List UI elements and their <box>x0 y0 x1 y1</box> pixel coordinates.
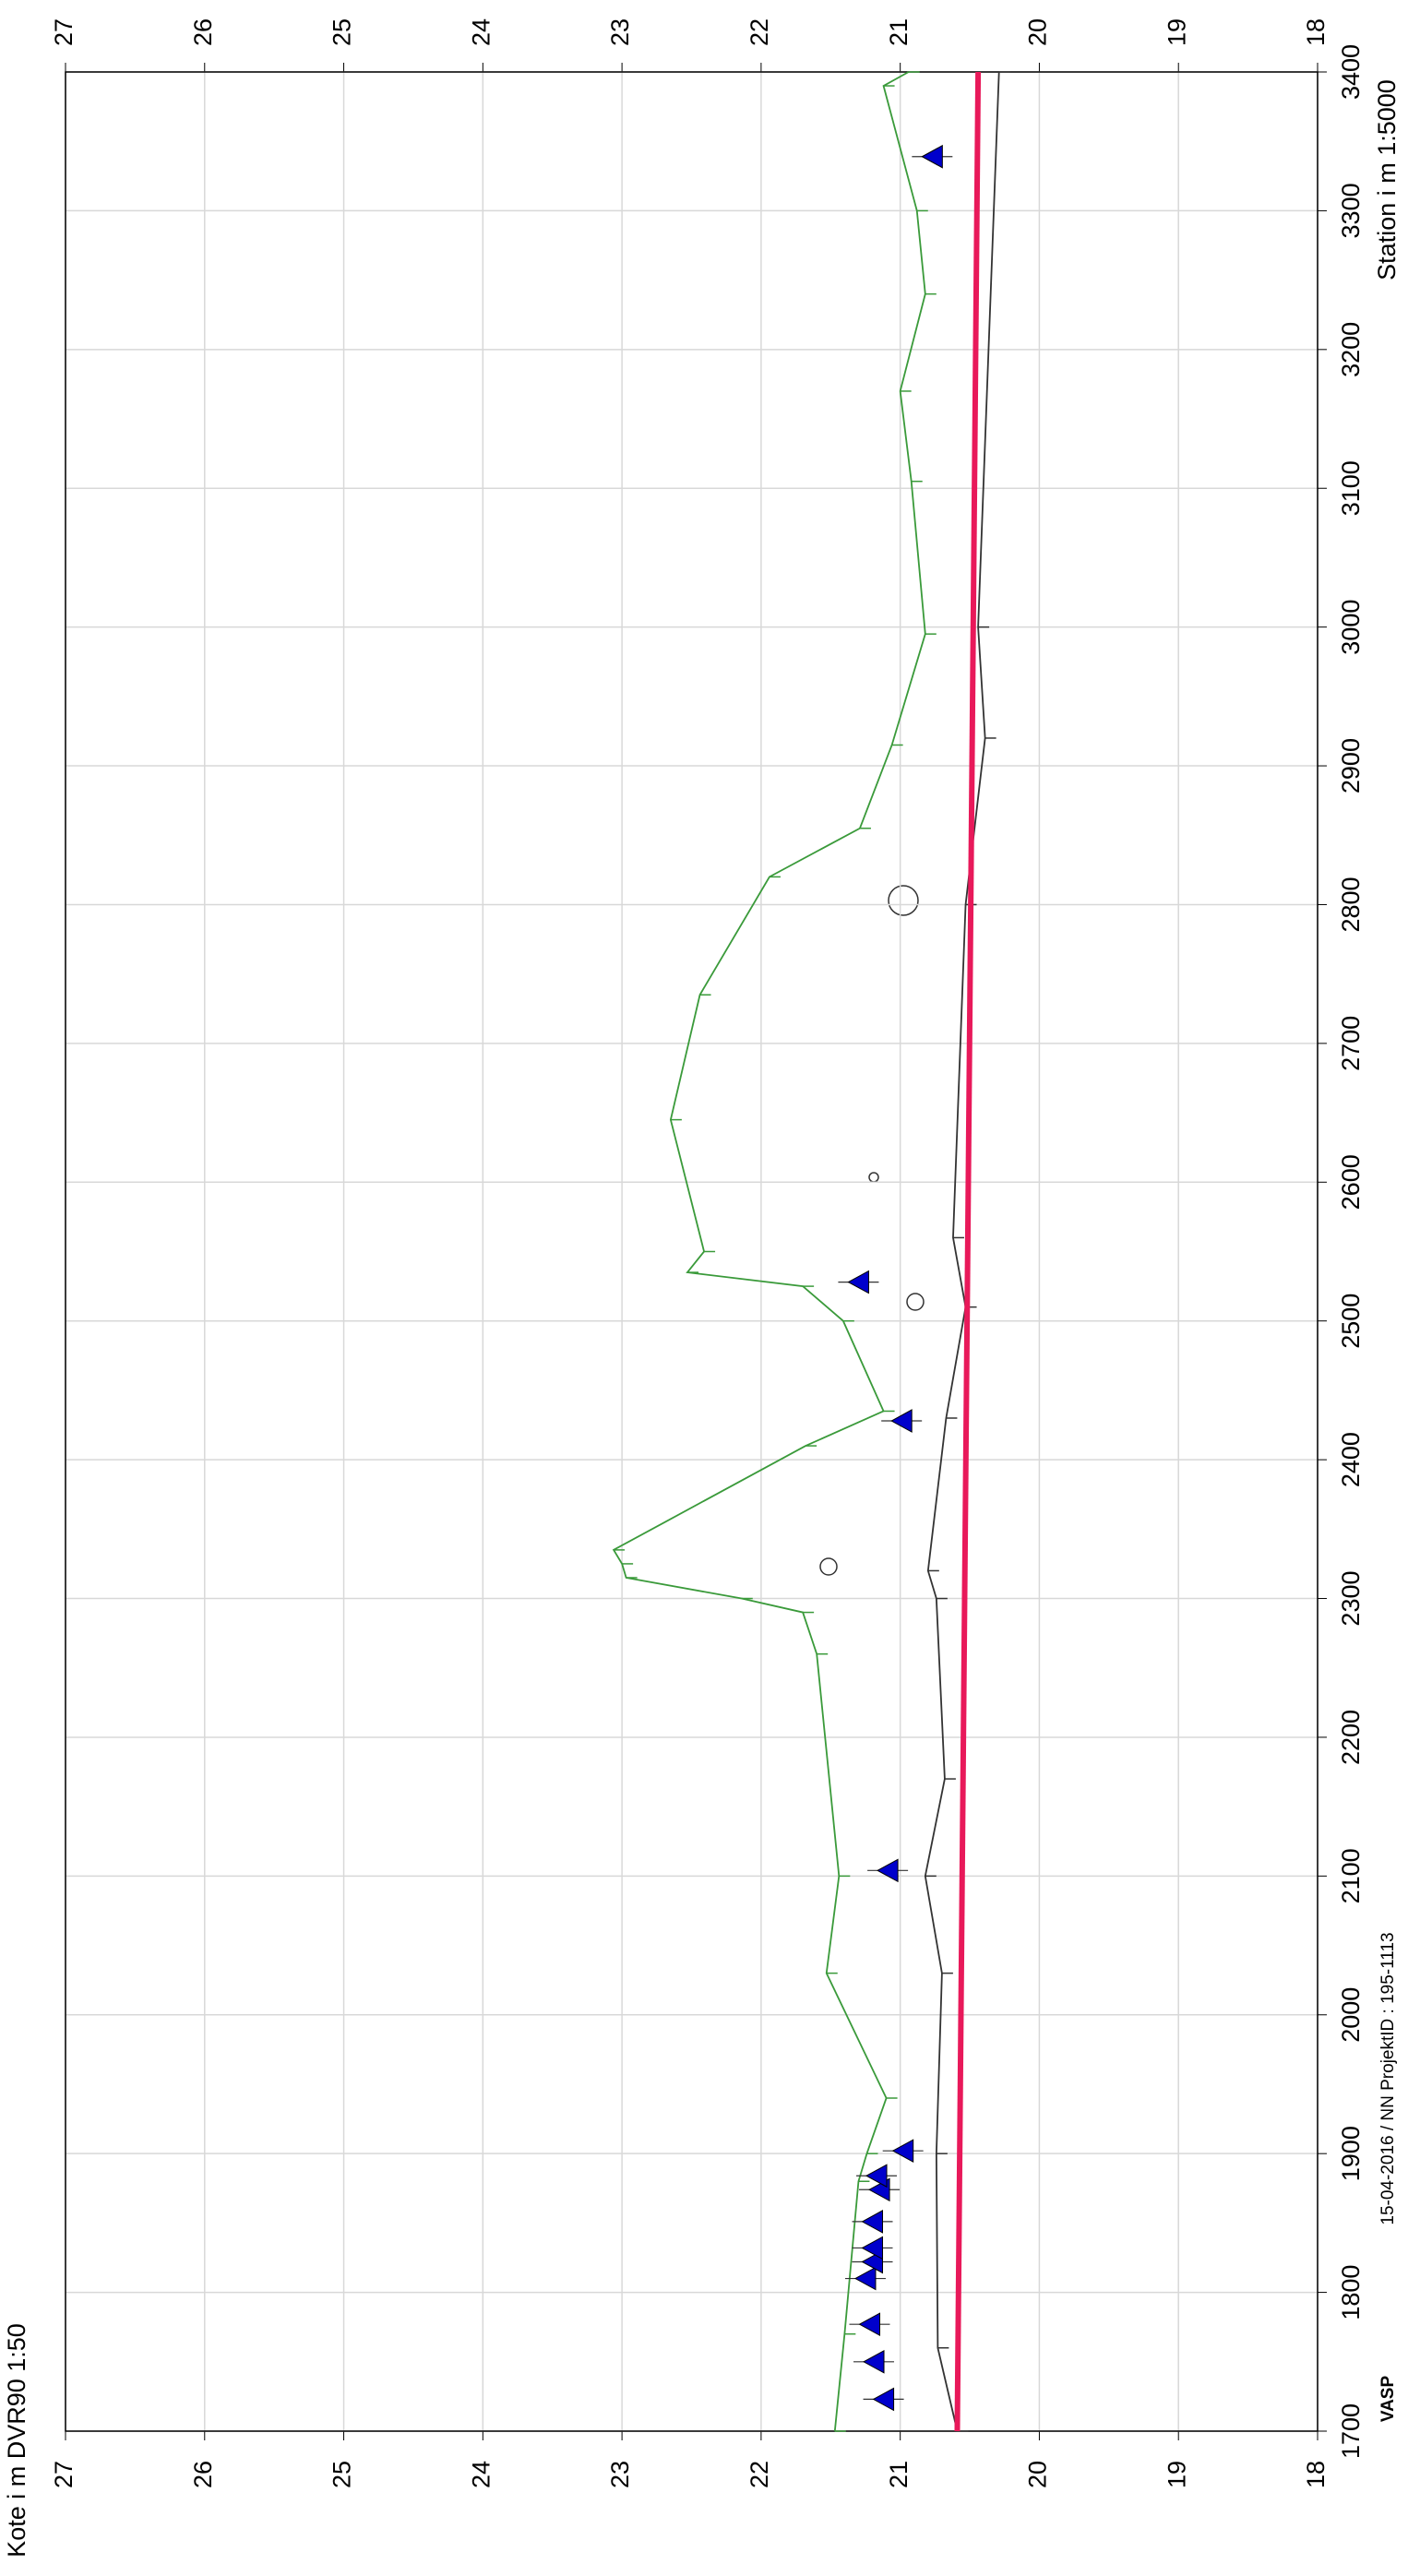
y-tick-label: 26 <box>189 2461 217 2488</box>
manhole-marker <box>865 2164 888 2188</box>
y-tick-label: 21 <box>885 2461 913 2488</box>
x-tick-label: 2400 <box>1337 1432 1365 1487</box>
structures <box>819 885 925 1576</box>
y-tick-label: 22 <box>746 18 773 46</box>
y-tick-label: 25 <box>328 18 356 46</box>
structure <box>888 885 919 916</box>
x-tick-label: 2900 <box>1337 738 1365 793</box>
manhole-marker <box>877 1858 899 1883</box>
x-tick-label: 2700 <box>1337 1016 1365 1071</box>
x-tick-label: 3200 <box>1337 322 1365 377</box>
x-tick-label: 2800 <box>1337 877 1365 932</box>
y-tick-label: 19 <box>1163 2461 1190 2488</box>
manhole-marker <box>847 1270 869 1294</box>
water-level-line <box>954 71 982 2432</box>
manhole-marker <box>858 2312 880 2337</box>
x-tick-label: 3300 <box>1337 183 1365 238</box>
y-tick-label: 19 <box>1163 18 1190 46</box>
y-tick-label: 27 <box>50 2461 78 2488</box>
y-tick-label: 20 <box>1024 18 1052 46</box>
x-tick-label: 2500 <box>1337 1294 1365 1349</box>
y-tick-label: 24 <box>467 18 495 46</box>
manhole-marker <box>890 1409 913 1433</box>
structure <box>906 1293 925 1311</box>
y-tick-label: 23 <box>606 18 634 46</box>
structure <box>819 1557 838 1576</box>
y-tick-label: 18 <box>1302 18 1330 46</box>
y-tick-label: 25 <box>328 2461 356 2488</box>
x-tick-label: 2600 <box>1337 1154 1365 1210</box>
x-tick-label: 3400 <box>1337 44 1365 100</box>
x-axis-label: Station i m 1:5000 <box>1373 79 1401 280</box>
y-tick-label: 23 <box>606 2461 634 2488</box>
x-tick-label: 2000 <box>1337 1987 1365 2043</box>
manhole-marker <box>891 2139 914 2164</box>
y-tick-label: 24 <box>467 2461 495 2488</box>
manhole-marker <box>861 2210 884 2234</box>
manhole-marker <box>861 2236 884 2260</box>
manhole-marker <box>853 2266 877 2291</box>
profile-line <box>924 71 1000 2432</box>
manhole-marker <box>921 144 943 169</box>
x-tick-label: 2300 <box>1337 1570 1365 1626</box>
y-tick-label: 27 <box>50 18 78 46</box>
y-tick-label: 26 <box>189 18 217 46</box>
y-tick-label: 21 <box>885 18 913 46</box>
x-tick-label: 1900 <box>1337 2126 1365 2181</box>
x-tick-label: 3000 <box>1337 600 1365 655</box>
x-tick-label: 3100 <box>1337 460 1365 516</box>
y-tick-label: 18 <box>1302 2461 1330 2488</box>
manhole-marker <box>862 2349 885 2374</box>
plot-frame <box>65 71 1319 2432</box>
y-tick-label: 20 <box>1024 2461 1052 2488</box>
x-tick-label: 2200 <box>1337 1710 1365 1765</box>
x-tick-label: 2100 <box>1337 1848 1365 1903</box>
manhole-marker <box>872 2387 895 2412</box>
y-tick-label: 22 <box>746 2461 773 2488</box>
footer: 15-04-2016 / NN ProjektID : 195-1113 <box>1378 1932 1398 2224</box>
x-tick-label: 1800 <box>1337 2265 1365 2320</box>
x-tick-label: 1700 <box>1337 2403 1365 2459</box>
signature: VASP <box>1378 2376 1398 2423</box>
y-axis-label: Kote i m DVR90 1:50 <box>3 2323 30 2558</box>
